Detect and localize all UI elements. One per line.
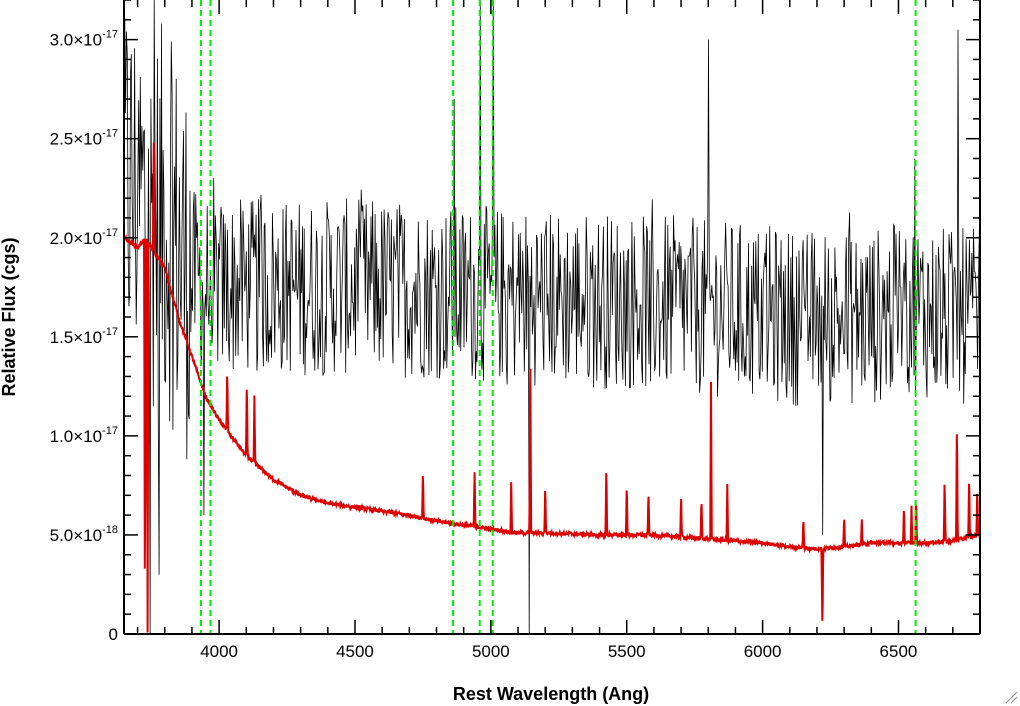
plot-area bbox=[124, 0, 980, 634]
x-tick-label: 4500 bbox=[336, 642, 374, 661]
y-tick-exponent: -17 bbox=[102, 29, 118, 41]
y-tick-mantissa: 5.0×10 bbox=[50, 526, 102, 545]
y-tick-exponent: -18 bbox=[102, 524, 118, 536]
axes bbox=[123, 0, 981, 635]
y-tick-mantissa: 1.5×10 bbox=[50, 328, 102, 347]
y-tick-exponent: -17 bbox=[102, 326, 118, 338]
resize-grip-icon[interactable] bbox=[1004, 690, 1018, 704]
x-tick-label: 5000 bbox=[472, 642, 510, 661]
y-axis-title: Relative Flux (cgs) bbox=[0, 237, 19, 396]
y-tick-exponent: -17 bbox=[102, 227, 118, 239]
y-tick-exponent: -17 bbox=[102, 128, 118, 140]
y-tick-mantissa: 2.0×10 bbox=[50, 229, 102, 248]
x-tick-label: 5500 bbox=[608, 642, 646, 661]
x-tick-label: 6500 bbox=[880, 642, 918, 661]
y-tick-mantissa: 2.5×10 bbox=[50, 130, 102, 149]
y-tick-label: 2.5×10-17 bbox=[50, 128, 118, 149]
y-tick-mantissa: 1.0×10 bbox=[50, 427, 102, 446]
y-tick-label: 1.0×10-17 bbox=[50, 425, 118, 446]
tick-labels: 4000 4500 5000 5500 6000 6500 0 5.0×10-18 1.0×10… bbox=[50, 29, 918, 661]
x-axis-title: Rest Wavelength (Ang) bbox=[453, 684, 649, 704]
y-tick-label: 2.0×10-17 bbox=[50, 227, 118, 248]
series-model-spectrum bbox=[124, 142, 980, 633]
x-tick-label: 6000 bbox=[744, 642, 782, 661]
y-tick-label: 3.0×10-17 bbox=[50, 29, 118, 50]
reference-lines bbox=[199, 0, 917, 634]
y-tick-exponent: -17 bbox=[102, 425, 118, 437]
y-tick-label: 1.5×10-17 bbox=[50, 326, 118, 347]
series-observed-spectrum bbox=[124, 0, 980, 634]
y-tick-mantissa: 3.0×10 bbox=[50, 31, 102, 50]
y-tick-label: 0 bbox=[109, 625, 118, 644]
y-tick-label: 5.0×10-18 bbox=[50, 524, 118, 545]
x-tick-label: 4000 bbox=[200, 642, 238, 661]
